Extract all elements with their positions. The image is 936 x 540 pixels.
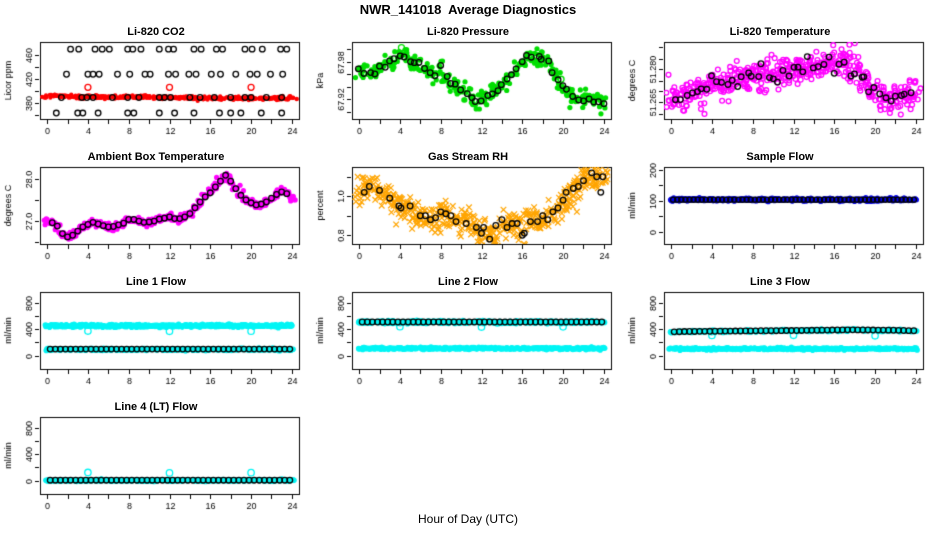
- subplot-line2-flow: Line 2 Flow: [312, 275, 624, 400]
- chart-canvas-li820-pressure: [312, 25, 624, 150]
- subplot-li820-temperature: Li-820 Temperature: [624, 25, 936, 150]
- chart-canvas-line4-lt-flow: [0, 400, 312, 525]
- chart-title-ambient-box-temperature: Ambient Box Temperature: [87, 151, 225, 163]
- chart-canvas-li820-co2: [0, 25, 312, 150]
- chart-title-line4-lt-flow: Line 4 (LT) Flow: [114, 401, 198, 413]
- chart-title-line2-flow: Line 2 Flow: [438, 276, 498, 288]
- subplot-ambient-box-temperature: Ambient Box Temperature: [0, 150, 312, 275]
- chart-canvas-li820-temperature: [624, 25, 936, 150]
- chart-canvas-line1-flow: [0, 275, 312, 400]
- subplot-sample-flow: Sample Flow: [624, 150, 936, 275]
- chart-title-gas-stream-rh: Gas Stream RH: [427, 151, 509, 163]
- chart-title-li820-pressure: Li-820 Pressure: [427, 26, 509, 38]
- subplot-line3-flow: Line 3 Flow: [624, 275, 936, 400]
- page-title: NWR_141018 Average Diagnostics: [359, 2, 577, 17]
- chart-title-li820-temperature: Li-820 Temperature: [729, 26, 831, 38]
- subplot-line1-flow: Line 1 Flow: [0, 275, 312, 400]
- subplot-gas-stream-rh: Gas Stream RH: [312, 150, 624, 275]
- subplot-line4-lt-flow: Line 4 (LT) Flow: [0, 400, 312, 525]
- subplot-li820-pressure: Li-820 Pressure: [312, 25, 624, 150]
- chart-title-line1-flow: Line 1 Flow: [126, 276, 186, 288]
- chart-title-sample-flow: Sample Flow: [746, 151, 814, 163]
- chart-canvas-sample-flow: [624, 150, 936, 275]
- chart-canvas-line3-flow: [624, 275, 936, 400]
- chart-title-line3-flow: Line 3 Flow: [750, 276, 810, 288]
- x-axis-global-label: Hour of Day (UTC): [417, 512, 518, 526]
- subplot-li820-co2: Li-820 CO2: [0, 25, 312, 150]
- chart-canvas-ambient-box-temperature: [0, 150, 312, 275]
- chart-canvas-gas-stream-rh: [312, 150, 624, 275]
- chart-canvas-line2-flow: [312, 275, 624, 400]
- chart-title-li820-co2: Li-820 CO2: [127, 26, 185, 38]
